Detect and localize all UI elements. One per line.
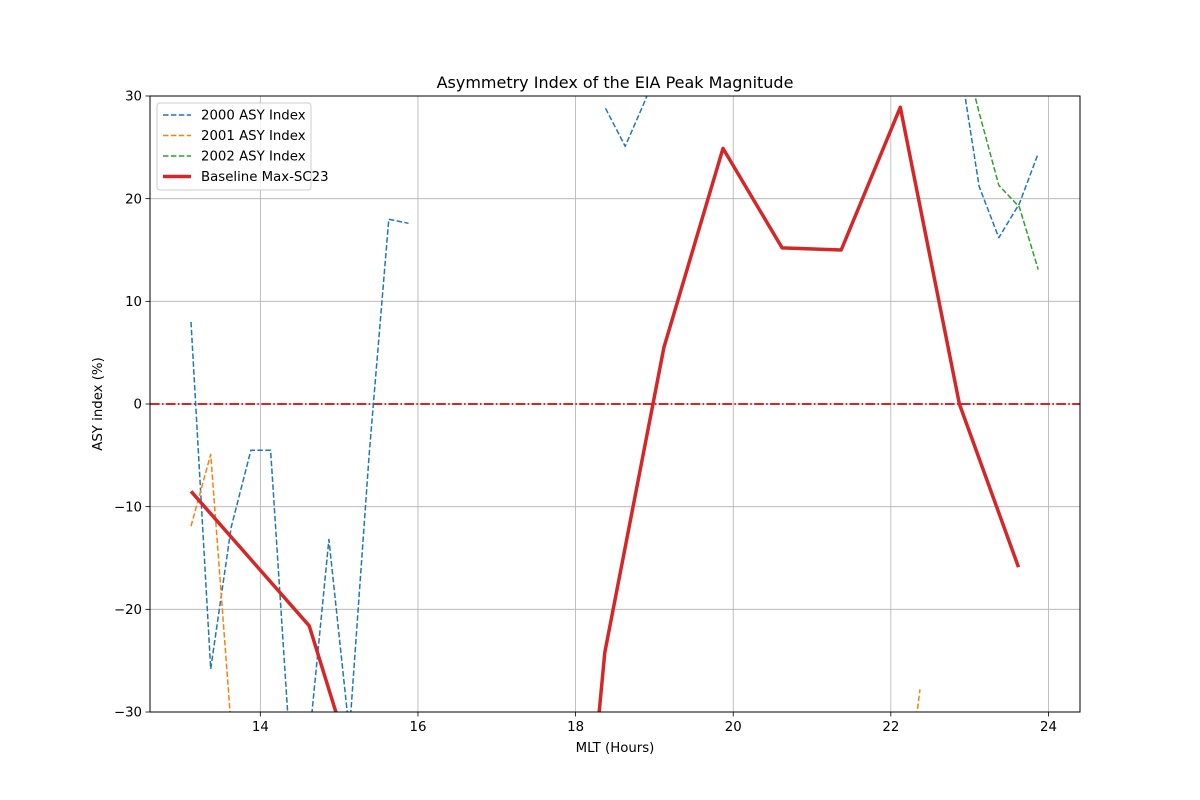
- x-axis-label: MLT (Hours): [576, 741, 655, 756]
- y-tick-label: −20: [114, 603, 142, 618]
- chart-title: Asymmetry Index of the EIA Peak Magnitud…: [437, 73, 794, 92]
- legend-box: [156, 102, 312, 191]
- series-line-baseline-max-sc23: [189, 490, 338, 712]
- legend-label: Baseline Max-SC23: [201, 170, 329, 185]
- series-line-2000-asy-index: [964, 96, 1039, 239]
- series-line-2000-asy-index: [190, 218, 409, 712]
- y-axis-label: ASY index (%): [91, 357, 106, 451]
- y-tick-label: 10: [125, 295, 142, 310]
- series-line-2000-asy-index: [604, 96, 648, 148]
- series-line-baseline-max-sc23: [597, 105, 1021, 712]
- legend-label: 2002 ASY Index: [201, 150, 306, 165]
- series-line-2001-asy-index: [916, 689, 921, 712]
- x-tick-label: 22: [882, 720, 899, 735]
- x-tick-label: 14: [252, 720, 269, 735]
- y-tick-label: 20: [125, 192, 142, 207]
- legend-label: 2000 ASY Index: [201, 109, 306, 124]
- y-tick-label: −30: [114, 706, 142, 721]
- x-tick-label: 24: [1040, 720, 1057, 735]
- legend: 2000 ASY Index 2001 ASY Index 2002 ASY Ind…: [156, 102, 329, 191]
- series-layer: [189, 96, 1039, 712]
- y-tick-label: 0: [134, 398, 142, 413]
- series-line-2002-asy-index: [974, 96, 1039, 270]
- legend-label: 2001 ASY Index: [201, 129, 306, 144]
- axis-ticks: 14 16 18 20 22 24 −30 −20 −10 0 10 20 30: [114, 90, 1057, 735]
- x-tick-label: 20: [725, 720, 742, 735]
- x-tick-label: 18: [567, 720, 584, 735]
- x-tick-label: 16: [410, 720, 427, 735]
- series-line-2001-asy-index: [190, 453, 231, 712]
- y-tick-label: 30: [125, 90, 142, 105]
- y-tick-label: −10: [114, 500, 142, 515]
